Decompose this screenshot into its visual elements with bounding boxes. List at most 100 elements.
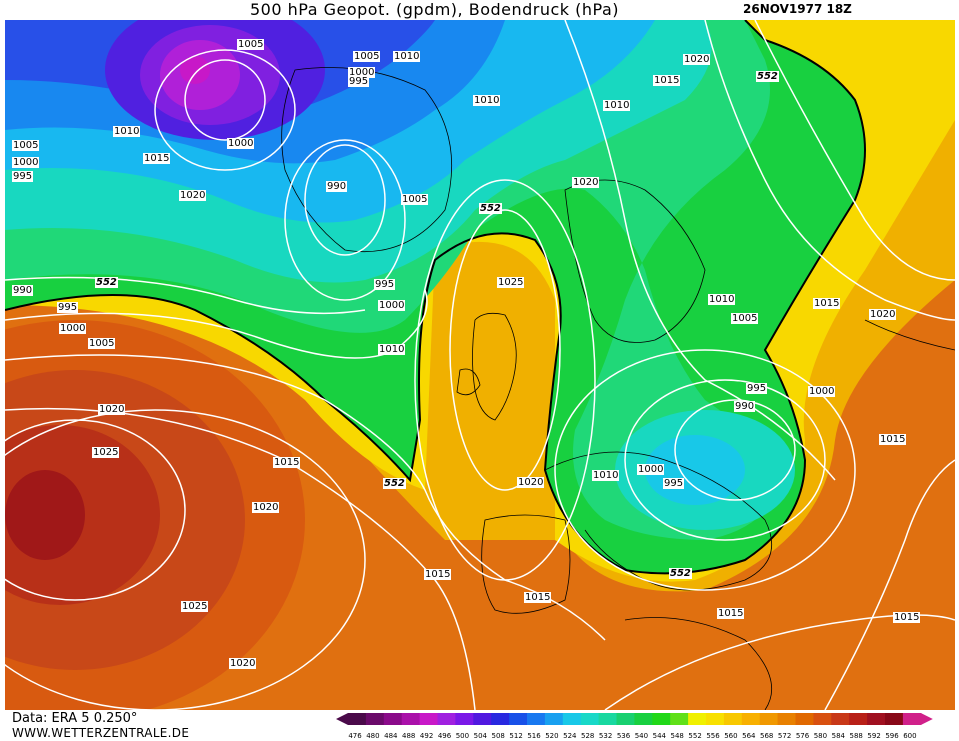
colorbar-tick-label: 600	[903, 732, 917, 740]
colorbar-swatch	[491, 713, 510, 725]
colorbar-swatch	[885, 713, 904, 725]
isobar-label: 1005	[731, 313, 759, 324]
isobar-1020-e	[704, 20, 955, 321]
website-credit[interactable]: WWW.WETTERZENTRALE.DE	[12, 726, 190, 740]
colorbar-tick-label: 508	[491, 732, 505, 740]
colorbar-tick-label: 476	[348, 732, 362, 740]
colorbar-tick-label: 560	[724, 732, 738, 740]
colorbar-tick-label: 484	[384, 732, 398, 740]
field-588	[5, 470, 85, 560]
colorbar-tick-label: 548	[670, 732, 684, 740]
isobar-label: 1015	[424, 569, 452, 580]
isobar-label: 1020	[98, 404, 126, 415]
coast-mediterranean	[624, 617, 772, 710]
colorbar-tick-label: 492	[419, 732, 434, 740]
isobar-990	[304, 144, 386, 256]
colorbar-swatch	[795, 713, 814, 725]
colorbar-tick-label: 588	[849, 732, 863, 740]
colorbar-tick-label: 580	[813, 732, 828, 740]
colorbar-swatch	[527, 713, 546, 725]
colorbar-swatch	[365, 713, 385, 725]
isobar-1010	[5, 354, 606, 641]
isobar-label: 1015	[524, 592, 552, 603]
chart-title: 500 hPa Geopot. (gpdm), Bodendruck (hPa)	[250, 0, 620, 19]
data-source: Data: ERA 5 0.250°	[12, 711, 138, 726]
coast-east	[864, 319, 955, 351]
isobar-label: 995	[12, 171, 34, 182]
isobar-1010-e	[564, 20, 836, 481]
isobar-label: 1000	[348, 67, 376, 78]
isobar-label: 1005	[353, 51, 381, 62]
colorbar-swatch	[544, 713, 564, 725]
isobar-label: 1015	[893, 612, 921, 623]
colorbar-tick-label: 564	[742, 732, 756, 740]
colorbar-swatch	[562, 713, 582, 725]
colorbar-swatch	[652, 713, 671, 725]
isobar-label: 990	[734, 401, 756, 412]
isobar-label: 1010	[378, 344, 406, 355]
colorbar-tick-label: 576	[795, 732, 810, 740]
coast-greenland	[281, 67, 453, 253]
weather-map[interactable]: 1005 1005 1010 1000 995 1010 1015 1020 1…	[5, 20, 955, 710]
valid-time: 26NOV1977 18Z	[743, 2, 852, 16]
field-492	[180, 56, 210, 84]
colorbar-swatch	[723, 713, 743, 725]
isobar-label: 1005	[12, 140, 40, 151]
colorbar-tick-label: 592	[867, 732, 881, 740]
isobar-1000	[5, 276, 366, 315]
colorbar-swatch	[580, 713, 600, 725]
isobar-label: 1015	[273, 457, 301, 468]
isobar-label: 1020	[683, 54, 711, 65]
isobar-label: 995	[374, 279, 396, 290]
isobar-label: 1000	[227, 138, 255, 149]
isobar-label: 1015	[653, 75, 681, 86]
colorbar-tick-label: 520	[545, 732, 559, 740]
colorbar-swatch	[670, 713, 689, 725]
isobar-label: 1010	[473, 95, 501, 106]
colorbar-swatch	[473, 713, 492, 725]
isobar-label: 1000	[59, 323, 87, 334]
colorbar-tick-label: 488	[402, 732, 416, 740]
isobar-label: 1010	[113, 126, 141, 137]
colorbar-swatch	[634, 713, 653, 725]
contour-label: 552	[95, 277, 118, 288]
contour-label: 552	[383, 478, 406, 489]
colorbar-arrow-right	[920, 713, 933, 725]
colorbar-tick-label: 480	[366, 732, 380, 740]
colorbar-tick-label: 496	[437, 732, 452, 740]
isobar-label: 1020	[179, 190, 207, 201]
colorbar-swatch	[706, 713, 725, 725]
colorbar-swatch	[419, 713, 438, 725]
colorbar-tick-label: 544	[652, 732, 666, 740]
isobar-label: 1000	[378, 300, 406, 311]
colorbar-swatch	[777, 713, 796, 725]
colorbar-swatch	[902, 713, 922, 725]
isobar-label: 995	[746, 383, 768, 394]
color-legend: 476 480 484 488 492 496 500 504 508 512 516 520 524 5…	[336, 713, 956, 740]
colorbar-swatch	[741, 713, 761, 725]
colorbar-tick-label: 516	[527, 732, 541, 740]
isobar-1015-s	[604, 614, 955, 710]
colorbar-tick-label: 500	[455, 732, 470, 740]
isobar-label: 1000	[808, 386, 836, 397]
colorbar-arrow-left	[336, 713, 348, 725]
colorbar-tick-label: 504	[473, 732, 487, 740]
colorbar-swatch	[383, 713, 403, 725]
isobar-1005	[5, 289, 428, 359]
isobar-label: 1020	[572, 177, 600, 188]
colorbar-tick-label: 568	[760, 732, 774, 740]
isobar-label: 995	[57, 302, 79, 313]
isobar-label: 1020	[517, 477, 545, 488]
isobar-label: 1005	[237, 39, 265, 50]
colorbar-swatch	[813, 713, 832, 725]
geopotential-field	[5, 20, 955, 710]
colorbar-swatch	[867, 713, 886, 725]
isobar-995	[284, 139, 406, 301]
isobar-label: 995	[348, 76, 370, 87]
isobar-1020	[5, 409, 366, 710]
isobar-label: 1025	[181, 601, 209, 612]
isobar-1000-e	[554, 349, 856, 591]
colorbar-tick-label: 552	[688, 732, 702, 740]
header: 500 hPa Geopot. (gpdm), Bodendruck (hPa)…	[0, 0, 959, 22]
colorbar-swatch	[509, 713, 528, 725]
